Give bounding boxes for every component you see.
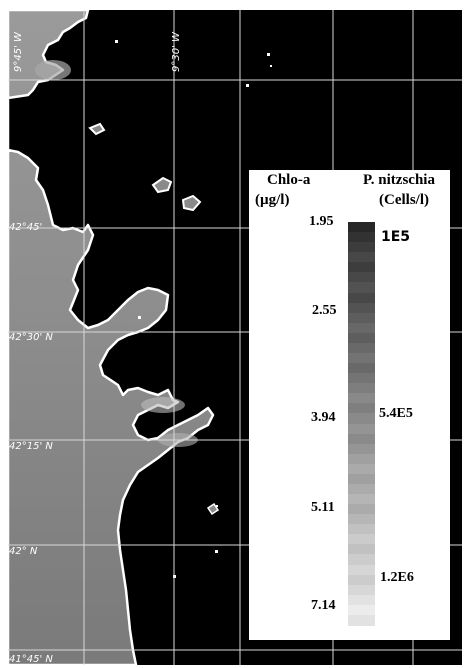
- island: [206, 502, 220, 516]
- colorbar-segment: [348, 363, 375, 375]
- colorbar-segment: [348, 352, 375, 364]
- colorbar-segment: [348, 494, 375, 506]
- colorbar-segment: [348, 262, 375, 274]
- latitude-label-41-45n: 41°45' N: [9, 654, 53, 665]
- colorbar-segment: [348, 483, 375, 495]
- colorbar-segment: [348, 524, 375, 536]
- colorbar-segment: [348, 594, 375, 606]
- chl-tick-2: 2.55: [312, 303, 337, 318]
- colorbar-segment: [348, 383, 375, 395]
- colorbar-segment: [348, 604, 375, 616]
- pn-tick-3: 1.2E6: [380, 570, 414, 585]
- island: [181, 194, 202, 212]
- colorbar-segment: [348, 584, 375, 596]
- latitude-label-42-30n: 42°30' N: [9, 332, 53, 343]
- legend-panel: Chlo-a (µg/l) P. nitzschia (Cells/l) 1.9…: [249, 170, 450, 640]
- pseudo-nitzschia-title: P. nitzschia: [363, 172, 435, 188]
- longitude-label-9-30w: 9°30' W: [171, 32, 182, 72]
- colorbar-segment: [348, 232, 375, 244]
- pn-tick-2: 5.4E5: [379, 406, 413, 421]
- colorbar-segment: [348, 403, 375, 415]
- island: [88, 122, 106, 136]
- colorbar-segment: [348, 554, 375, 566]
- colorbar-segment: [348, 544, 375, 556]
- colorbar-segment: [348, 413, 375, 425]
- colorbar-segment: [348, 282, 375, 294]
- colorbar-segment: [348, 473, 375, 485]
- colorbar-segment: [348, 393, 375, 405]
- pseudo-nitzschia-unit: (Cells/l): [379, 192, 429, 208]
- colorbar-segment: [348, 342, 375, 354]
- chl-tick-4: 5.11: [311, 500, 335, 515]
- colorbar-segment: [348, 272, 375, 284]
- chl-tick-1: 1.95: [309, 214, 334, 229]
- colorbar-segment: [348, 312, 375, 324]
- longitude-label-9-45w: 9°45' W: [13, 32, 24, 72]
- chlorophyll-unit: (µg/l): [255, 192, 290, 208]
- colorbar-segment: [348, 332, 375, 344]
- colorbar-segment: [348, 222, 375, 233]
- colorbar-segment: [348, 302, 375, 314]
- colorbar-segment: [348, 322, 375, 334]
- colorbar-segment: [348, 463, 375, 475]
- colorbar-segment: [348, 534, 375, 546]
- colorbar-segment: [348, 504, 375, 516]
- chlorophyll-title: Chlo-a: [267, 172, 311, 188]
- land-mass: [8, 10, 215, 665]
- chl-tick-5: 7.14: [311, 598, 336, 613]
- colorbar-segment: [348, 292, 375, 304]
- colorbar-segment: [348, 423, 375, 435]
- colorbar-segment: [348, 564, 375, 576]
- colorbar: [348, 222, 375, 626]
- colorbar-segment: [348, 242, 375, 254]
- colorbar-segment: [348, 614, 375, 626]
- colorbar-segment: [348, 373, 375, 385]
- colorbar-segment: [348, 514, 375, 526]
- colorbar-segment: [348, 443, 375, 455]
- pn-tick-1: 1E5: [381, 229, 411, 245]
- colorbar-segment: [348, 574, 375, 586]
- colorbar-segment: [348, 252, 375, 264]
- latitude-label-42-15n: 42°15' N: [9, 441, 53, 452]
- latitude-label-42n: 42° N: [9, 546, 38, 557]
- colorbar-segment: [348, 453, 375, 465]
- colorbar-segment: [348, 433, 375, 445]
- island: [151, 176, 173, 194]
- latitude-label-42-45: 42°45': [9, 222, 43, 233]
- chl-tick-3: 3.94: [311, 410, 336, 425]
